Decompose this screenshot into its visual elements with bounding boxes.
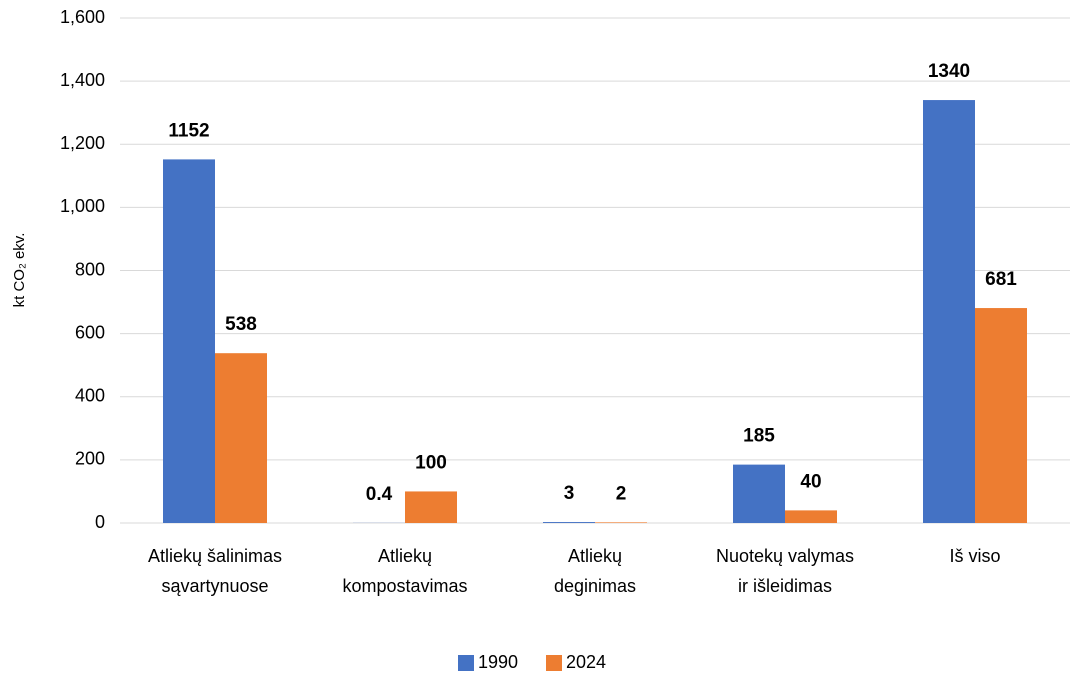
data-label: 681 <box>985 269 1017 290</box>
data-label: 2 <box>616 483 627 504</box>
x-tick-label: deginimas <box>554 576 636 596</box>
y-tick-label: 1,600 <box>60 7 105 27</box>
y-tick-label: 1,000 <box>60 196 105 216</box>
y-tick-label: 200 <box>75 449 105 469</box>
data-label: 40 <box>800 471 821 492</box>
bar <box>785 510 837 523</box>
x-tick-label: Atliekų <box>378 546 432 566</box>
y-tick-label: 1,400 <box>60 70 105 90</box>
data-label: 0.4 <box>366 484 393 505</box>
data-label: 538 <box>225 314 257 335</box>
x-tick-label: Atliekų <box>568 546 622 566</box>
data-label: 1340 <box>928 61 970 82</box>
bar <box>733 465 785 523</box>
legend-swatch <box>458 655 474 671</box>
bar <box>975 308 1027 523</box>
bar <box>923 100 975 523</box>
x-tick-label: Nuotekų valymas <box>716 546 854 566</box>
y-tick-label: 400 <box>75 386 105 406</box>
data-label: 3 <box>564 483 575 504</box>
y-tick-label: 0 <box>95 512 105 532</box>
x-tick-label: sąvartynuose <box>161 576 268 596</box>
y-tick-label: 1,200 <box>60 133 105 153</box>
bar <box>595 522 647 523</box>
x-tick-label: Atliekų šalinimas <box>148 546 282 566</box>
legend-label: 2024 <box>566 652 606 672</box>
x-tick-label: Iš viso <box>949 546 1000 566</box>
data-label: 100 <box>415 452 447 473</box>
y-tick-label: 800 <box>75 259 105 279</box>
x-tick-label: kompostavimas <box>342 576 467 596</box>
y-axis-label: kt CO₂ ekv. <box>11 233 28 308</box>
legend-label: 1990 <box>478 652 518 672</box>
bar <box>215 353 267 523</box>
bar <box>405 491 457 523</box>
data-label: 185 <box>743 426 775 447</box>
data-label: 1152 <box>168 120 209 141</box>
y-tick-label: 600 <box>75 322 105 342</box>
bar <box>163 159 215 523</box>
bar <box>543 522 595 523</box>
x-tick-label: ir išleidimas <box>738 576 832 596</box>
legend-swatch <box>546 655 562 671</box>
